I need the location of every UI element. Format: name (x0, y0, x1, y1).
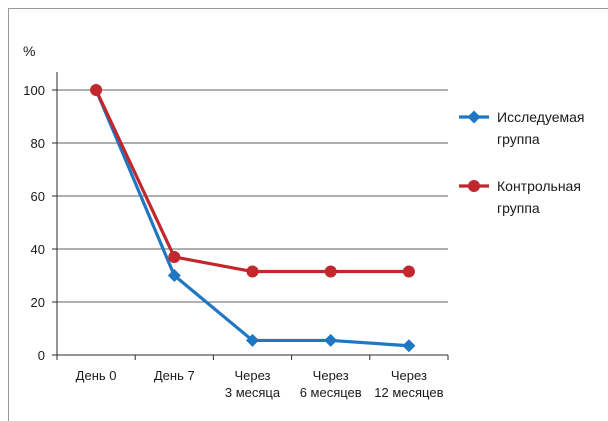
y-axis-ticks: 0 20 40 60 80 100 (23, 83, 57, 363)
data-point-control (246, 265, 259, 278)
data-point-control (168, 250, 181, 263)
legend-marker (468, 180, 480, 192)
data-point-control (402, 265, 415, 278)
legend-label: Контрольная группа (497, 178, 581, 216)
data-point-study (246, 333, 259, 347)
y-tick-label: 20 (31, 295, 45, 310)
series-layer (89, 83, 416, 353)
legend-label: Исследуемая группа (497, 109, 585, 147)
y-tick-label: 0 (38, 348, 45, 363)
y-tick-label: 40 (31, 242, 45, 257)
data-point-control (324, 265, 337, 278)
axes (56, 72, 448, 356)
data-point-study (167, 269, 181, 282)
y-tick-label: 60 (31, 189, 45, 204)
x-tick-label: Через 3 месяца (225, 368, 281, 400)
x-tick-label: Через 6 месяцев (300, 368, 362, 400)
x-tick-label: День 0 (76, 368, 117, 383)
x-tick-label: Через 12 месяцев (374, 368, 443, 400)
y-tick-label: 100 (23, 83, 45, 98)
data-point-study (402, 339, 416, 353)
chart-frame (8, 8, 608, 421)
data-point-control (90, 84, 103, 96)
legend: Исследуемая группа Контрольная группа (459, 109, 585, 216)
data-point-study (324, 333, 338, 347)
legend-marker (467, 110, 481, 124)
y-tick-label: 80 (31, 136, 45, 151)
x-tick-label: День 7 (154, 368, 195, 383)
series-line-control (94, 89, 409, 274)
x-axis-ticks: День 0 День 7 Через 3 месяца Через 6 месяцев Ч… (56, 355, 449, 400)
y-axis-label: % (23, 43, 35, 59)
series-line-study (94, 89, 410, 348)
grid-lines (57, 89, 448, 303)
